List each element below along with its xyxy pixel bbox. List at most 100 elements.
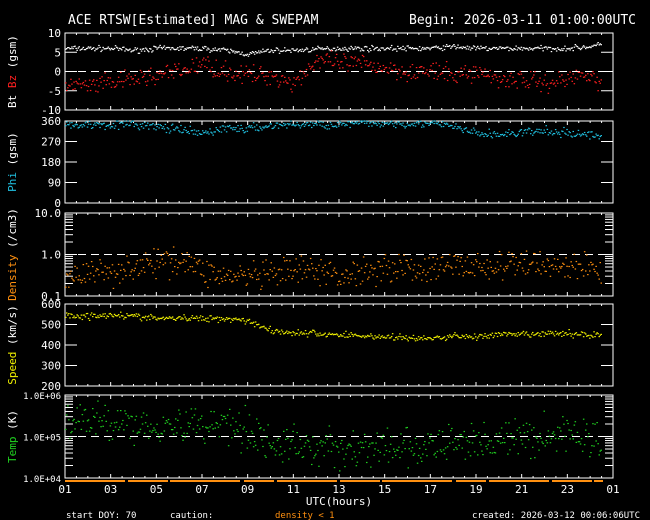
data-point bbox=[182, 46, 184, 48]
data-point bbox=[285, 279, 287, 281]
y-tick-label: 400 bbox=[41, 339, 61, 352]
data-point bbox=[197, 65, 200, 67]
data-point bbox=[154, 124, 156, 126]
data-point bbox=[101, 271, 103, 273]
data-point bbox=[95, 124, 97, 126]
data-point bbox=[526, 48, 529, 50]
data-point bbox=[161, 258, 163, 260]
data-point bbox=[553, 48, 556, 50]
data-point bbox=[204, 281, 206, 283]
data-point bbox=[229, 124, 231, 127]
data-point bbox=[84, 408, 87, 411]
data-point bbox=[107, 277, 110, 279]
data-point bbox=[226, 48, 229, 50]
data-point bbox=[520, 129, 523, 131]
data-point bbox=[540, 335, 542, 338]
data-point bbox=[78, 78, 80, 80]
data-point bbox=[489, 48, 491, 50]
data-point bbox=[263, 269, 265, 271]
data-point bbox=[293, 124, 295, 126]
data-point bbox=[516, 135, 518, 137]
data-point bbox=[240, 65, 242, 67]
data-point bbox=[260, 50, 262, 52]
data-point bbox=[104, 313, 106, 315]
data-point bbox=[203, 275, 205, 277]
data-point bbox=[446, 335, 449, 337]
data-point bbox=[379, 451, 381, 453]
data-point bbox=[494, 74, 497, 76]
data-point bbox=[105, 125, 107, 127]
data-point bbox=[305, 47, 308, 49]
data-point bbox=[426, 46, 428, 49]
data-point bbox=[269, 269, 271, 271]
data-point bbox=[560, 430, 562, 432]
data-point bbox=[65, 82, 67, 84]
data-point bbox=[166, 64, 169, 66]
data-point bbox=[333, 47, 336, 49]
data-point bbox=[280, 269, 283, 271]
y-tick-label: 300 bbox=[41, 360, 61, 373]
data-point bbox=[557, 47, 559, 49]
data-point bbox=[144, 81, 147, 83]
data-point bbox=[288, 77, 290, 79]
data-point bbox=[503, 268, 505, 270]
data-point bbox=[562, 416, 564, 418]
data-point bbox=[326, 335, 328, 337]
data-point bbox=[514, 418, 516, 420]
data-point bbox=[581, 133, 584, 135]
data-point bbox=[104, 404, 106, 406]
data-point bbox=[331, 49, 334, 52]
data-point bbox=[244, 404, 247, 407]
data-point bbox=[128, 125, 130, 127]
data-point bbox=[374, 448, 376, 450]
data-point bbox=[585, 333, 587, 335]
data-point bbox=[377, 449, 379, 451]
data-point bbox=[585, 48, 587, 50]
data-point bbox=[443, 453, 446, 455]
data-point bbox=[326, 46, 328, 48]
data-point bbox=[231, 281, 233, 283]
data-point bbox=[414, 125, 417, 127]
data-point bbox=[478, 76, 480, 78]
data-point bbox=[599, 82, 601, 84]
data-point bbox=[233, 75, 235, 77]
data-point bbox=[109, 271, 112, 273]
data-point bbox=[459, 126, 461, 128]
data-point bbox=[402, 45, 404, 47]
data-point bbox=[352, 65, 354, 67]
data-point bbox=[298, 264, 300, 266]
data-point bbox=[248, 53, 251, 55]
data-point bbox=[325, 124, 327, 127]
data-point bbox=[460, 434, 462, 436]
data-point bbox=[449, 334, 451, 336]
data-point bbox=[552, 333, 555, 335]
data-point bbox=[296, 271, 298, 273]
data-point bbox=[307, 63, 310, 65]
data-point bbox=[313, 69, 315, 71]
data-point bbox=[77, 279, 79, 281]
data-point bbox=[398, 68, 400, 70]
data-point bbox=[174, 63, 176, 65]
data-point bbox=[237, 272, 239, 274]
data-point bbox=[515, 45, 517, 47]
data-point bbox=[352, 48, 354, 51]
data-point bbox=[291, 124, 293, 126]
data-point bbox=[452, 127, 454, 129]
data-point bbox=[206, 260, 208, 263]
data-point bbox=[66, 48, 68, 50]
data-point bbox=[114, 125, 117, 127]
data-point bbox=[390, 120, 393, 122]
data-point bbox=[452, 45, 454, 47]
data-point bbox=[324, 127, 326, 129]
data-point bbox=[78, 275, 80, 277]
data-point bbox=[341, 273, 343, 275]
data-point bbox=[525, 80, 528, 82]
data-point bbox=[163, 430, 166, 432]
data-point bbox=[243, 132, 245, 134]
data-point bbox=[185, 411, 187, 413]
data-point bbox=[558, 271, 560, 273]
data-point bbox=[565, 257, 567, 259]
data-point bbox=[457, 126, 459, 128]
data-point bbox=[498, 135, 501, 137]
data-point bbox=[527, 49, 530, 51]
